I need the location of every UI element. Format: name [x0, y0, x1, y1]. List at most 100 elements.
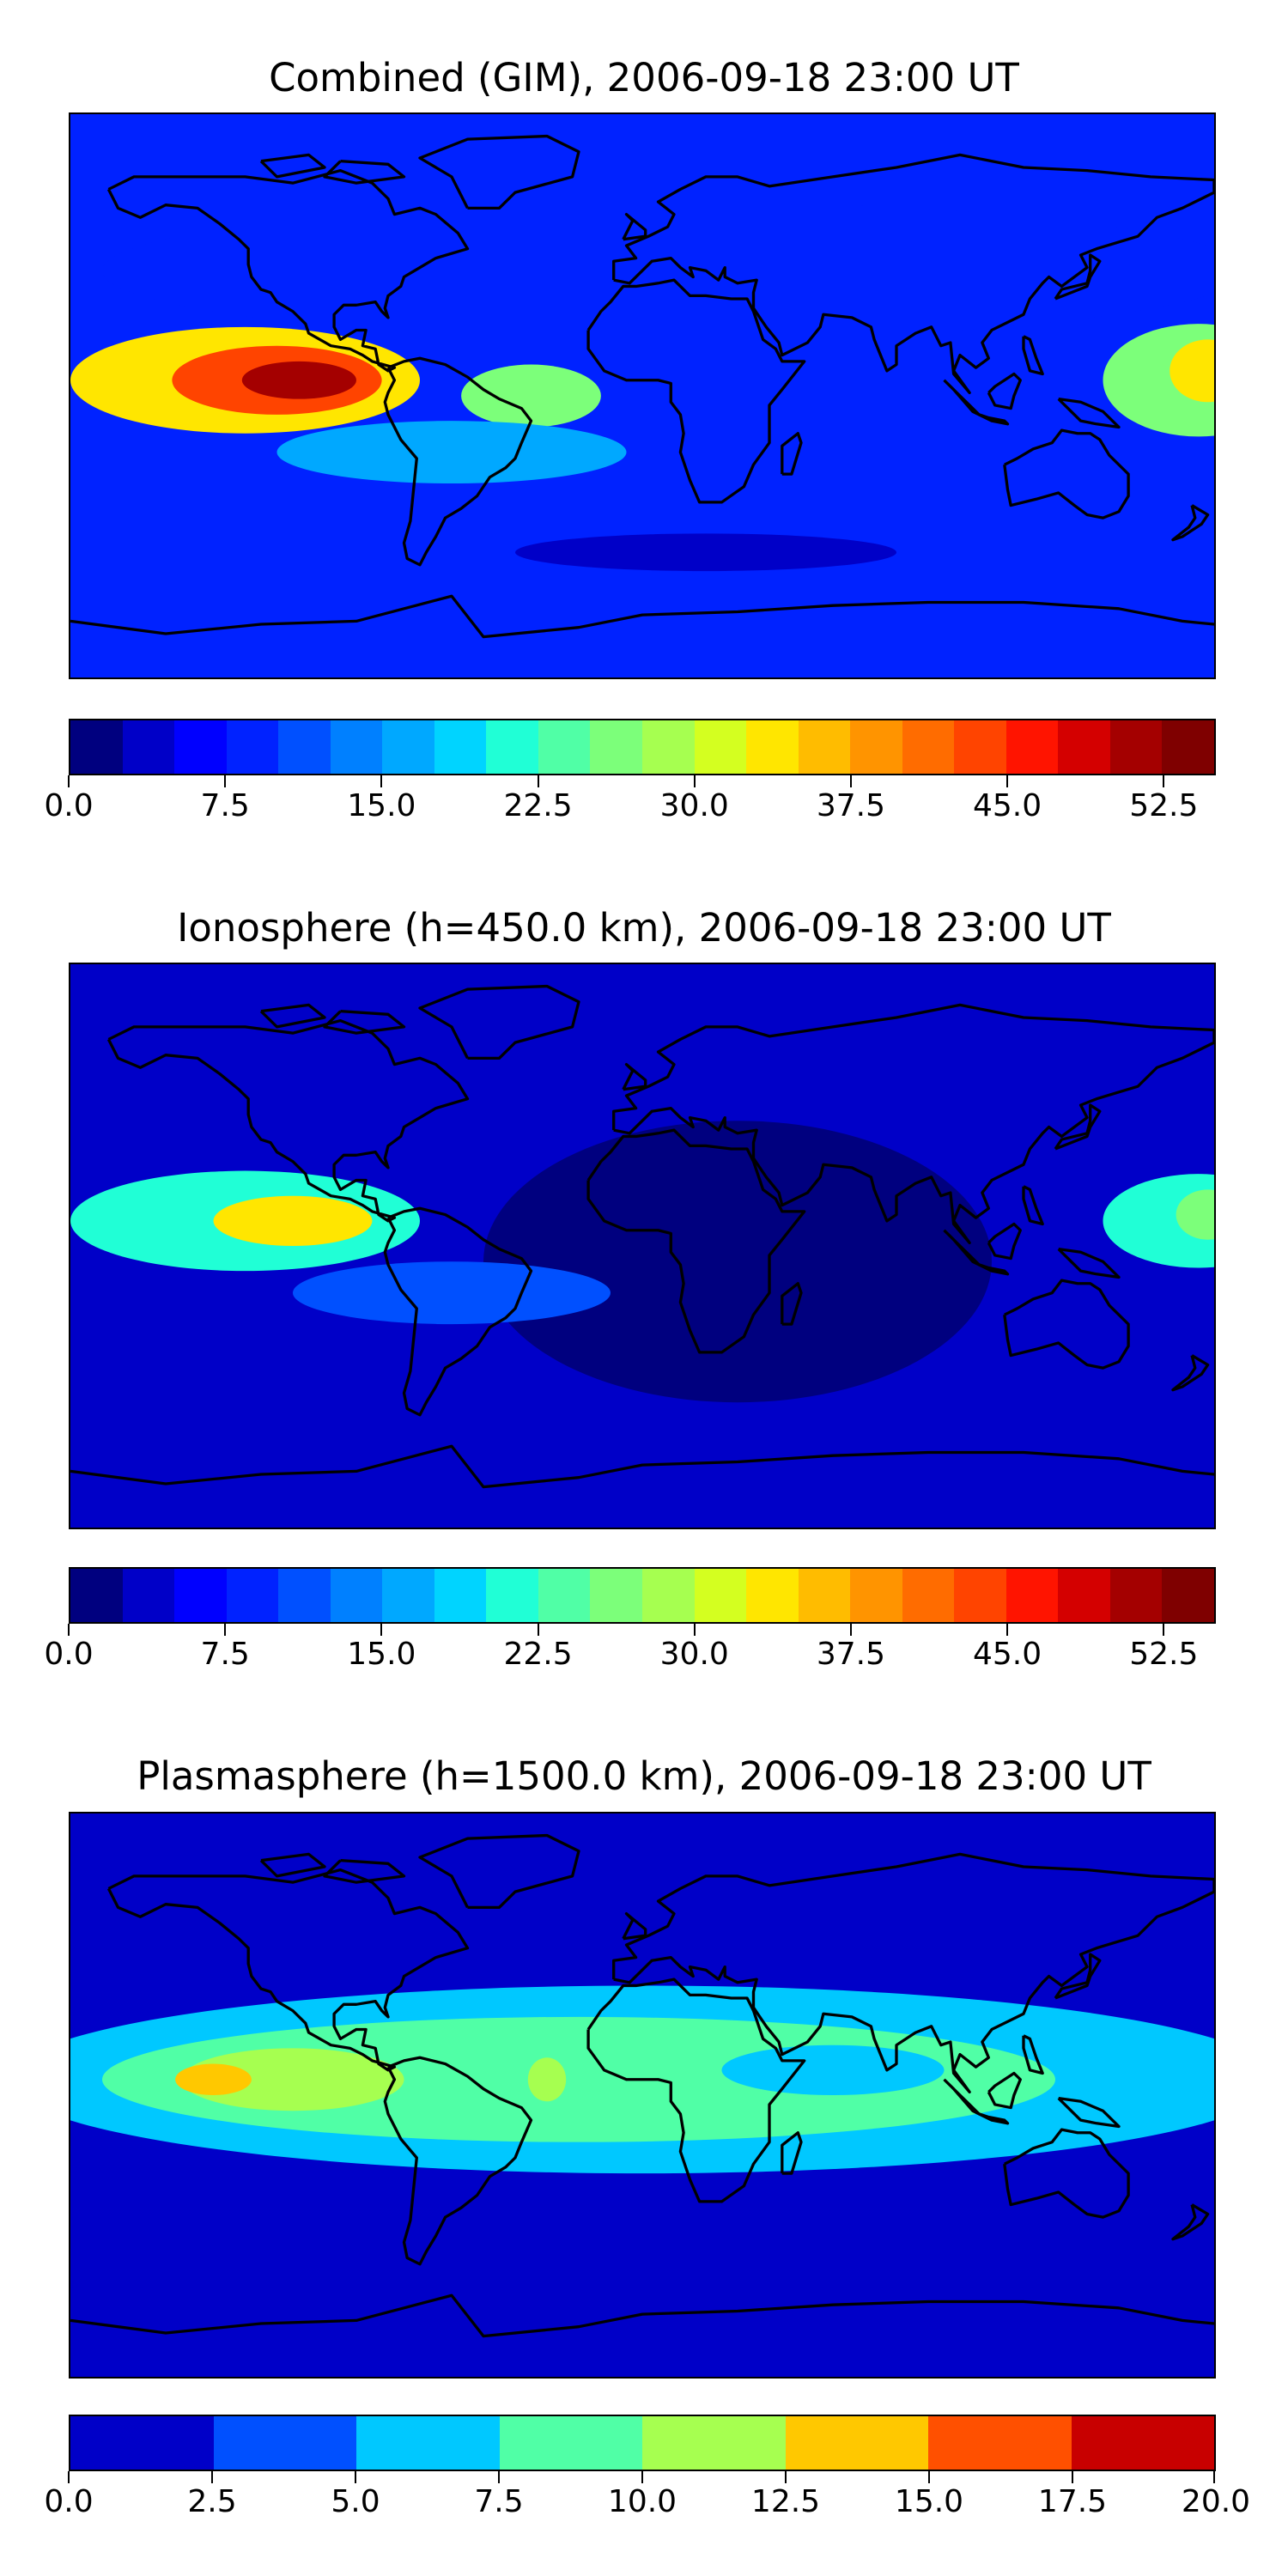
colorbar-tick — [1072, 2471, 1073, 2483]
colorbar-segment — [1005, 720, 1059, 774]
coastline — [383, 2056, 533, 2266]
tec-region — [181, 2048, 404, 2111]
tec-region — [241, 361, 356, 399]
colorbar-plasmasphere — [69, 2415, 1216, 2471]
tec-region — [293, 1261, 611, 1325]
colorbar-segment — [278, 1569, 331, 1622]
colorbar-tick-label: 7.5 — [474, 2484, 524, 2519]
coastline — [622, 212, 647, 241]
coastline — [106, 1018, 470, 1223]
colorbar-segment — [486, 1569, 538, 1622]
tec-region — [483, 1121, 992, 1403]
coastline — [323, 160, 406, 185]
coastline — [622, 1911, 647, 1941]
colorbar-tick — [1163, 775, 1165, 787]
coastline — [1022, 335, 1044, 376]
coastline — [323, 1859, 406, 1884]
colorbar-tick — [693, 1624, 696, 1636]
colorbar-segment — [1162, 1569, 1214, 1622]
coastline — [622, 1062, 647, 1091]
colorbar-segment — [798, 720, 851, 774]
colorbar-segment — [382, 720, 434, 774]
colorbar-tick-label: 5.0 — [331, 2484, 380, 2519]
coastline — [1022, 2034, 1044, 2075]
colorbar-tick-label: 45.0 — [973, 788, 1042, 823]
tec-region — [461, 364, 601, 428]
colorbar-segment — [954, 1569, 1006, 1622]
colorbar-tick — [498, 2471, 500, 2483]
colorbar-segment — [694, 720, 747, 774]
coastline — [612, 1852, 1214, 2093]
map-svg-combined — [70, 114, 1214, 677]
colorbar-segment — [122, 720, 175, 774]
coastline — [383, 1206, 533, 1417]
coastline — [977, 1263, 1010, 1276]
colorbar-tick-label: 37.5 — [816, 1637, 885, 1672]
coastline — [106, 168, 470, 373]
colorbar-segment — [278, 720, 331, 774]
colorbar-segment — [486, 720, 538, 774]
colorbar-tick-label: 7.5 — [200, 788, 250, 823]
coastline — [1057, 398, 1121, 429]
coastline — [1171, 504, 1210, 542]
colorbar-tick — [849, 1624, 852, 1636]
coastline — [612, 1003, 1214, 1244]
colorbar-tick-label: 0.0 — [44, 2484, 94, 2519]
colorbar-segment — [642, 2416, 786, 2470]
coastline — [1003, 1279, 1130, 1370]
colorbar-tick — [224, 1624, 227, 1636]
colorbar-segment — [70, 720, 123, 774]
tec-region — [213, 1195, 373, 1246]
coastline — [259, 1003, 326, 1029]
colorbar-tick — [928, 2471, 930, 2483]
colorbar-segment — [1058, 1569, 1110, 1622]
colorbar-segment — [434, 1569, 487, 1622]
colorbar-segment — [1162, 720, 1214, 774]
colorbar-segment — [642, 720, 695, 774]
coastlines — [70, 1833, 1214, 2338]
colorbar-tick-label: 15.0 — [347, 1637, 416, 1672]
coastline — [418, 984, 580, 1060]
colorbar-tick-label: 22.5 — [503, 788, 573, 823]
panel-title-combined: Combined (GIM), 2006-09-18 23:00 UT — [269, 55, 1019, 100]
colorbar-segment — [226, 720, 279, 774]
colorbar-segment — [434, 720, 487, 774]
colorbar-tick — [641, 2471, 643, 2483]
tec-map-plasmasphere — [69, 1812, 1216, 2379]
coastline — [781, 1282, 803, 1326]
colorbar-segment — [330, 1569, 383, 1622]
coastline — [586, 278, 806, 504]
colorbar-segment — [785, 2416, 928, 2470]
coastline — [1054, 1953, 1102, 2000]
colorbar-segment — [850, 720, 902, 774]
colorbar-segment — [122, 1569, 175, 1622]
coastline — [1171, 2203, 1210, 2241]
coastlines — [70, 984, 1214, 1489]
colorbar-segment — [70, 1569, 123, 1622]
panel-title-plasmasphere: Plasmasphere (h=1500.0 km), 2006-09-18 2… — [137, 1753, 1151, 1799]
colorbar-tick-label: 52.5 — [1129, 788, 1199, 823]
colorbar-segment — [1058, 720, 1110, 774]
coastline — [987, 2071, 1022, 2110]
colorbar-tick-label: 7.5 — [200, 1637, 250, 1672]
coastline — [1057, 2097, 1121, 2129]
colorbar-segment — [902, 1569, 955, 1622]
colorbar-segment — [356, 2416, 500, 2470]
colorbar-segment — [590, 720, 643, 774]
colorbar-segment — [902, 720, 955, 774]
tec-region — [515, 533, 896, 572]
map-svg-ionosphere — [70, 964, 1214, 1528]
tec-map-ionosphere — [69, 963, 1216, 1529]
colorbar-tick — [68, 2471, 70, 2483]
colorbar-tick — [537, 1624, 539, 1636]
coastline — [106, 1868, 470, 2072]
tec-region — [527, 2057, 567, 2102]
coastline — [1054, 253, 1102, 301]
coastline — [1171, 1354, 1210, 1392]
colorbar-tick — [68, 775, 70, 787]
colorbar-segment — [928, 2416, 1072, 2470]
coastline — [987, 1222, 1022, 1261]
coastline — [70, 594, 1214, 639]
colorbar-segment — [1109, 720, 1163, 774]
colorbar-tick — [224, 775, 227, 787]
